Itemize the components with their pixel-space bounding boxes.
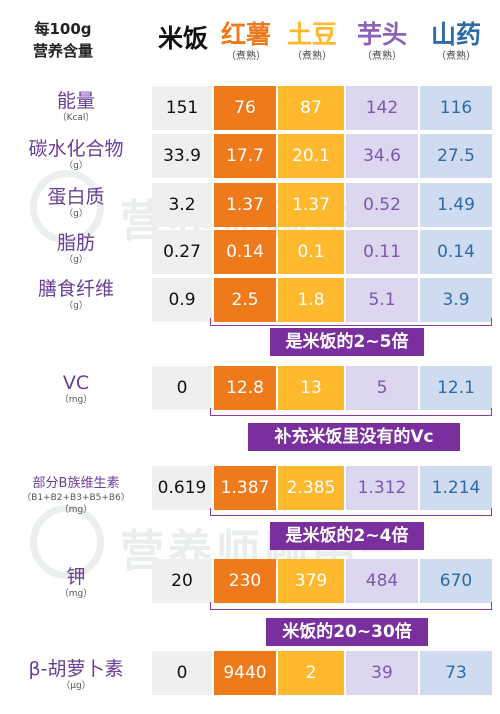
column-header-yam: 山药 （煮熟） — [430, 20, 481, 62]
row-label-vitamin-b: 部分B族维生素 （B1+B2+B3+B5+B6） （mg） — [22, 476, 130, 515]
cell-yam: 3.9 — [420, 278, 492, 322]
cell-sweet-potato: 1.37 — [214, 183, 276, 227]
header-title: 每100g 营养含量 — [8, 18, 118, 62]
cell-sweet-potato: 76 — [214, 86, 276, 130]
cell-potato: 1.8 — [278, 278, 344, 322]
cell-rice: 0.619 — [152, 466, 212, 510]
cell-taro: 142 — [346, 86, 418, 130]
note-2: 补充米饭里没有的Vc — [248, 423, 460, 451]
cell-potato: 13 — [278, 366, 344, 410]
row-label-protein: 蛋白质 （g） — [47, 186, 105, 219]
cell-rice: 0.9 — [152, 278, 212, 322]
cell-rice: 0.27 — [152, 230, 212, 274]
note-3: 是米饭的2~4倍 — [270, 522, 424, 550]
watermark-logo — [30, 505, 104, 579]
cell-rice: 33.9 — [152, 134, 212, 178]
note-4: 米饭的20~30倍 — [266, 618, 428, 646]
row-label-beta-carotene: β-胡萝卜素 （μg） — [28, 658, 124, 691]
cell-yam: 1.214 — [420, 466, 492, 510]
cell-taro: 39 — [346, 651, 418, 695]
cell-yam: 0.14 — [420, 230, 492, 274]
column-header-taro: 芋头 （煮熟） — [356, 20, 407, 62]
cell-sweet-potato: 0.14 — [214, 230, 276, 274]
column-header-rice: 米饭 — [157, 24, 208, 53]
cell-taro: 1.312 — [346, 466, 418, 510]
row-label-potassium: 钾（mg） — [59, 566, 93, 599]
cell-yam: 27.5 — [420, 134, 492, 178]
cell-taro: 5 — [346, 366, 418, 410]
note-1: 是米饭的2~5倍 — [270, 328, 424, 356]
cell-rice: 3.2 — [152, 183, 212, 227]
row-label-fiber: 膳食纤维 （g） — [37, 278, 114, 311]
cell-potato: 0.1 — [278, 230, 344, 274]
cell-sweet-potato: 2.5 — [214, 278, 276, 322]
watermark-logo — [30, 170, 104, 244]
cell-yam: 1.49 — [420, 183, 492, 227]
cell-rice: 151 — [152, 86, 212, 130]
cell-yam: 73 — [420, 651, 492, 695]
cell-taro: 5.1 — [346, 278, 418, 322]
row-label-carbs: 碳水化合物 （g） — [28, 138, 124, 171]
cell-taro: 0.11 — [346, 230, 418, 274]
row-label-fat: 脂肪 （g） — [56, 232, 95, 265]
cell-rice: 0 — [152, 651, 212, 695]
header-line1: 每100g — [34, 20, 92, 38]
cell-potato: 87 — [278, 86, 344, 130]
cell-taro: 34.6 — [346, 134, 418, 178]
row-label-energy: 能量 （Kcal） — [56, 90, 95, 123]
cell-taro: 484 — [346, 559, 418, 603]
cell-yam: 116 — [420, 86, 492, 130]
cell-rice: 20 — [152, 559, 212, 603]
cell-yam: 670 — [420, 559, 492, 603]
cell-yam: 12.1 — [420, 366, 492, 410]
bracket-3 — [210, 508, 492, 516]
header-line2: 营养含量 — [32, 42, 93, 60]
cell-sweet-potato: 17.7 — [214, 134, 276, 178]
bracket-2 — [210, 408, 492, 416]
bracket-4 — [210, 602, 492, 610]
row-label-vc: VC （mg） — [59, 372, 93, 405]
column-header-potato: 土豆 （煮熟） — [286, 20, 337, 62]
column-header-sweet-potato: 红薯 （煮熟） — [220, 20, 271, 62]
cell-sweet-potato: 230 — [214, 559, 276, 603]
cell-rice: 0 — [152, 366, 212, 410]
cell-potato: 379 — [278, 559, 344, 603]
cell-potato: 2.385 — [278, 466, 344, 510]
cell-sweet-potato: 9440 — [214, 651, 276, 695]
cell-potato: 1.37 — [278, 183, 344, 227]
cell-taro: 0.52 — [346, 183, 418, 227]
cell-potato: 20.1 — [278, 134, 344, 178]
bracket-1 — [210, 318, 492, 326]
cell-potato: 2 — [278, 651, 344, 695]
cell-sweet-potato: 1.387 — [214, 466, 276, 510]
cell-sweet-potato: 12.8 — [214, 366, 276, 410]
